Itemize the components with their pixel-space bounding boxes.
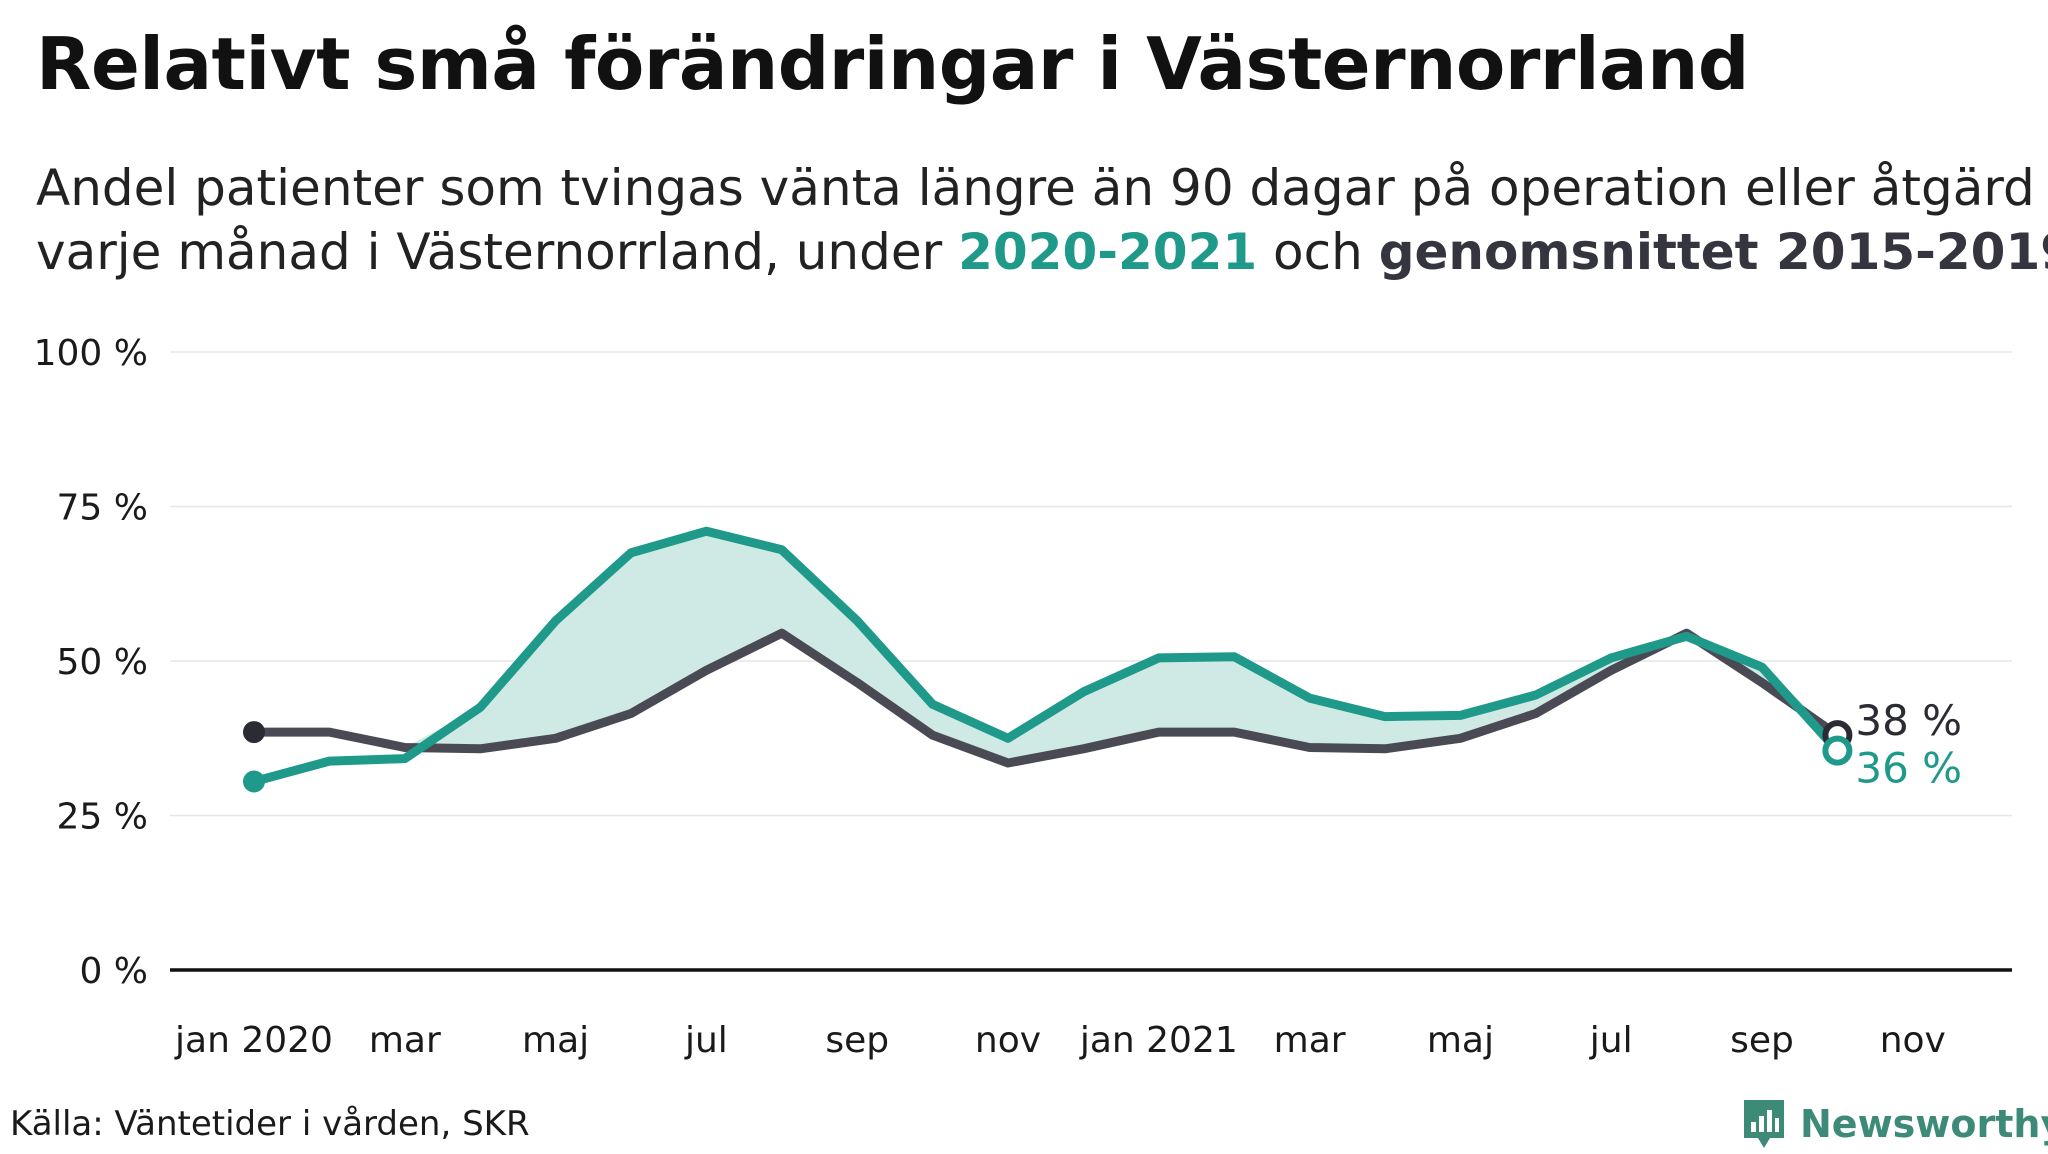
chart-subtitle: Andel patienter som tvingas vänta längre… bbox=[36, 156, 2048, 284]
y-tick-labels: 0 % 25 % 50 % 75 % 100 % bbox=[34, 333, 148, 992]
start-point-average bbox=[243, 721, 265, 744]
series-markers: 38 %36 % bbox=[243, 696, 1962, 793]
x-tick-label: mar bbox=[1274, 1020, 1346, 1061]
y-tick-label: 25 % bbox=[57, 797, 148, 838]
x-tick-label: jul bbox=[684, 1020, 728, 1061]
difference-fill bbox=[254, 531, 1838, 763]
x-tick-label: nov bbox=[1880, 1020, 1946, 1061]
grid-lines bbox=[170, 351, 2012, 817]
subtitle-line-1: Andel patienter som tvingas vänta längre… bbox=[36, 159, 2035, 217]
x-tick-label: jan 2020 bbox=[174, 1020, 333, 1061]
y-tick-label: 50 % bbox=[57, 642, 148, 683]
source-note: Källa: Väntetider i vården, SKR bbox=[10, 1104, 530, 1144]
end-label-average: 38 % bbox=[1855, 696, 1962, 745]
x-tick-label: mar bbox=[369, 1020, 441, 1061]
end-point-current bbox=[1822, 735, 1853, 766]
brand-logo: Newsworthy bbox=[1740, 1094, 2048, 1154]
x-tick-labels: jan 2020 mar maj jul sep nov jan 2021 mar maj jul… bbox=[174, 1020, 1946, 1061]
legend-current-period: 2020-2021 bbox=[958, 223, 1258, 281]
y-tick-label: 100 % bbox=[34, 333, 148, 374]
bar-chart-speech-bubble-icon bbox=[1744, 1100, 1784, 1148]
x-tick-label: maj bbox=[1427, 1020, 1494, 1061]
subtitle-line-2: varje månad i Västernorrland, under 2020… bbox=[36, 220, 2048, 284]
x-tick-label: sep bbox=[825, 1020, 889, 1061]
end-label-current: 36 % bbox=[1855, 744, 1962, 793]
x-tick-label: jul bbox=[1589, 1020, 1633, 1061]
chart-title: Relativt små förändringar i Västernorrla… bbox=[36, 22, 1749, 106]
subtitle-mid: och bbox=[1257, 223, 1379, 281]
legend-average-period: genomsnittet 2015-2019 bbox=[1378, 223, 2048, 281]
series-line-current bbox=[249, 526, 1842, 786]
x-tick-label: maj bbox=[522, 1020, 589, 1061]
x-tick-label: jan 2021 bbox=[1079, 1020, 1238, 1061]
start-point-current bbox=[243, 770, 265, 793]
brand-name: Newsworthy bbox=[1800, 1102, 2048, 1146]
x-tick-label: sep bbox=[1730, 1020, 1794, 1061]
subtitle-prefix: varje månad i Västernorrland, under bbox=[36, 223, 959, 281]
x-tick-label: nov bbox=[975, 1020, 1041, 1061]
y-tick-label: 75 % bbox=[57, 488, 148, 529]
series-line-average bbox=[249, 628, 1842, 768]
y-tick-label: 0 % bbox=[79, 951, 148, 992]
series-lines bbox=[249, 526, 1842, 786]
difference-area bbox=[254, 531, 1838, 763]
